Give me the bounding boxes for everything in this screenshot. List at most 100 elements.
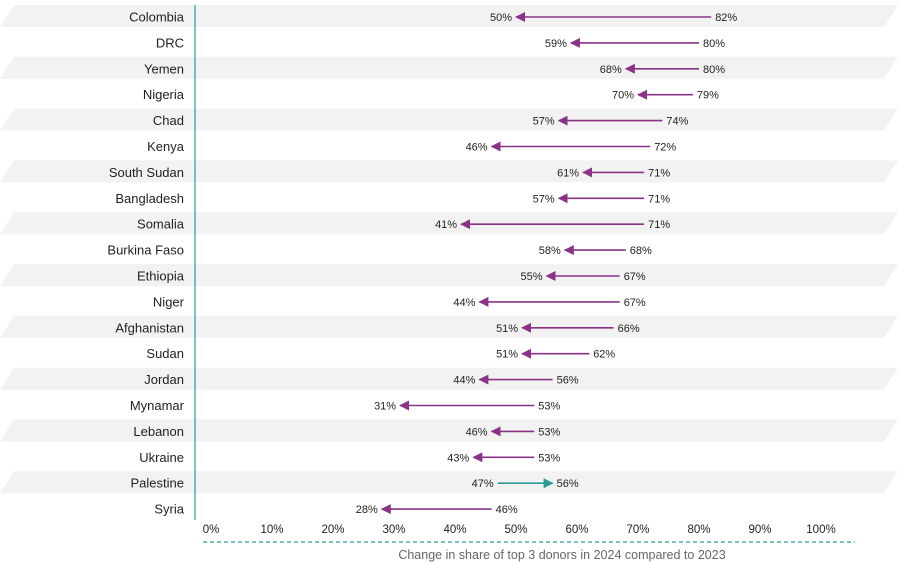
value-2023-label: 72% [654,142,676,154]
value-2023-label: 80% [703,38,725,50]
data-rows: Colombia 82% 50% DRC 80% 59% Yemen 80% 68% Nigeri… [107,10,737,517]
category-label: South Sudan [109,165,184,180]
data-row: DRC 80% 59% [156,35,725,50]
x-tick-label: 70% [626,524,649,536]
x-tick-label: 50% [504,524,527,536]
value-2023-label: 56% [557,375,579,387]
value-2024-label: 51% [496,349,518,361]
data-row: Kenya 72% 46% [147,139,676,154]
data-row: Burkina Faso 68% 58% [107,243,652,258]
value-2023-label: 71% [648,167,670,179]
data-row: Somalia 71% 41% [137,217,670,232]
x-tick-label: 20% [321,524,344,536]
data-row: Nigeria 79% 70% [143,87,719,102]
category-label: Somalia [137,217,185,232]
data-row: Niger 67% 44% [153,294,646,309]
category-label: Kenya [147,139,185,154]
category-label: Afghanistan [115,320,184,335]
value-2024-label: 57% [533,116,555,128]
category-label: Nigeria [143,87,185,102]
value-2024-label: 61% [557,167,579,179]
data-row: Lebanon 53% 46% [133,424,560,439]
data-row: Colombia 82% 50% [129,10,737,25]
value-2024-label: 50% [490,12,512,24]
x-axis-title: Change in share of top 3 donors in 2024 … [398,548,725,562]
category-label: Chad [153,113,184,128]
value-2023-label: 53% [538,452,560,464]
row-band [0,315,898,338]
value-2024-label: 70% [612,90,634,102]
category-label: Niger [153,294,185,309]
data-row: Afghanistan 66% 51% [115,320,640,335]
row-band [0,56,898,79]
data-row: Ukraine 53% 43% [139,450,560,465]
row-band [0,108,898,131]
category-label: Burkina Faso [107,243,184,258]
value-2023-label: 53% [538,426,560,438]
category-label: Palestine [131,476,184,491]
value-2024-label: 46% [466,426,488,438]
row-band [0,212,898,235]
value-2024-label: 44% [453,375,475,387]
x-tick-label: 10% [260,524,283,536]
value-2024-label: 58% [539,245,561,257]
data-row: Syria 46% 28% [154,502,517,517]
row-bands [0,5,898,494]
category-label: Lebanon [133,424,184,439]
value-2023-label: 47% [472,478,494,490]
value-2024-label: 44% [453,297,475,309]
row-band [0,264,898,286]
row-band [0,160,898,183]
data-row: Ethiopia 67% 55% [137,269,646,284]
value-2024-label: 31% [374,401,396,413]
value-2024-label: 43% [447,452,469,464]
category-label: Syria [154,502,184,517]
value-2023-label: 71% [648,219,670,231]
value-2023-label: 74% [666,116,688,128]
value-2024-label: 51% [496,323,518,335]
x-tick-label: 90% [748,524,771,536]
category-label: Jordan [144,372,184,387]
data-row: Mynamar 53% 31% [130,398,561,413]
data-row: South Sudan 71% 61% [109,165,671,180]
value-2023-label: 46% [496,504,518,516]
category-label: DRC [156,35,184,50]
category-label: Ethiopia [137,269,185,284]
x-tick-label: 80% [687,524,710,536]
category-label: Sudan [146,346,184,361]
value-2023-label: 68% [630,245,652,257]
x-tick-label: 100% [806,524,835,536]
value-2023-label: 67% [624,297,646,309]
x-tick-label: 0% [203,524,220,536]
value-2023-label: 82% [715,12,737,24]
value-2023-label: 80% [703,64,725,76]
category-label: Colombia [129,10,185,25]
value-2024-label: 55% [520,271,542,283]
value-2024-label: 57% [533,193,555,205]
data-row: Sudan 62% 51% [146,346,615,361]
value-2024-label: 56% [557,478,579,490]
row-band [0,367,898,390]
row-band [0,419,898,442]
row-band [0,5,898,27]
category-label: Yemen [144,61,184,76]
value-2023-label: 66% [618,323,640,335]
row-band [0,471,898,494]
data-row: Jordan 56% 44% [144,372,579,387]
x-axis-ticks: 0% 10% 20% 30% 40% 50% 60% 70% 80% 90% 100% [203,524,836,536]
value-2023-label: 67% [624,271,646,283]
data-row: Palestine 47% 56% [131,476,579,491]
value-2023-label: 79% [697,90,719,102]
value-2024-label: 68% [600,64,622,76]
x-tick-label: 40% [443,524,466,536]
category-label: Bangladesh [115,191,184,206]
value-2024-label: 46% [466,142,488,154]
data-row: Chad 74% 57% [153,113,689,128]
x-tick-label: 30% [382,524,405,536]
value-2023-label: 53% [538,401,560,413]
x-tick-label: 60% [565,524,588,536]
category-label: Ukraine [139,450,184,465]
value-2024-label: 28% [356,504,378,516]
value-2024-label: 59% [545,38,567,50]
